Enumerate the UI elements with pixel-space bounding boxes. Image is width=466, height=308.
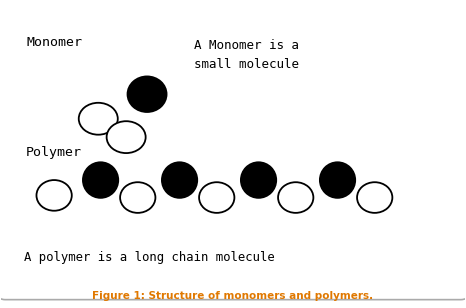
Text: A Monomer is a
small molecule: A Monomer is a small molecule	[193, 39, 299, 71]
Ellipse shape	[120, 182, 155, 213]
Ellipse shape	[162, 162, 197, 198]
Text: Monomer: Monomer	[26, 36, 82, 49]
Ellipse shape	[357, 182, 392, 213]
Ellipse shape	[79, 103, 118, 135]
Text: A polymer is a long chain molecule: A polymer is a long chain molecule	[24, 251, 274, 264]
Ellipse shape	[199, 182, 234, 213]
FancyBboxPatch shape	[0, 0, 466, 300]
Text: Polymer: Polymer	[26, 146, 82, 159]
Ellipse shape	[320, 162, 355, 198]
Ellipse shape	[83, 162, 118, 198]
Ellipse shape	[107, 121, 146, 153]
Ellipse shape	[36, 180, 72, 211]
Text: Figure 1: Structure of monomers and polymers.: Figure 1: Structure of monomers and poly…	[92, 290, 374, 301]
Ellipse shape	[128, 76, 166, 112]
Ellipse shape	[278, 182, 313, 213]
Ellipse shape	[241, 162, 276, 198]
